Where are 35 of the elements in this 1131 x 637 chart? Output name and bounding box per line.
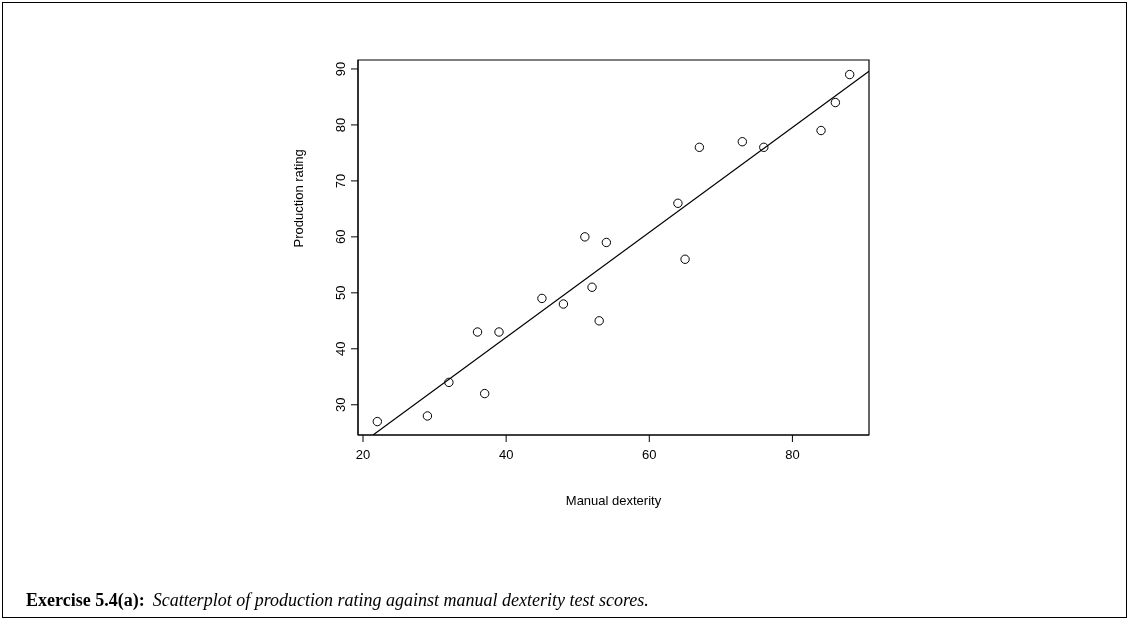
y-tick-label: 60 bbox=[333, 229, 348, 245]
point bbox=[759, 142, 769, 153]
x-tick-label: 40 bbox=[498, 447, 514, 463]
point bbox=[372, 416, 383, 427]
point bbox=[673, 198, 683, 208]
point bbox=[680, 254, 690, 264]
x-tick-label: 80 bbox=[785, 447, 800, 463]
y-axis-title: Production rating bbox=[290, 149, 306, 248]
y-tick-label: 80 bbox=[333, 117, 348, 133]
y-tick-label: 70 bbox=[333, 173, 348, 189]
y-tick-label: 90 bbox=[333, 61, 348, 77]
point bbox=[422, 411, 433, 421]
x-tick-label: 60 bbox=[642, 447, 657, 463]
y-tick-label: 30 bbox=[333, 397, 348, 413]
x-tick-label: 20 bbox=[355, 447, 371, 463]
point bbox=[494, 327, 504, 337]
point bbox=[601, 237, 612, 248]
point bbox=[816, 125, 826, 136]
y-tick-label: 40 bbox=[333, 341, 348, 357]
point bbox=[694, 142, 705, 153]
text: Scatterplot of production rating against manual dexterity test scores. bbox=[152, 590, 649, 610]
point bbox=[479, 388, 490, 399]
text: Exercise 5.4(a): bbox=[26, 590, 145, 610]
point bbox=[844, 69, 855, 80]
point bbox=[444, 377, 454, 388]
point bbox=[587, 282, 597, 292]
point bbox=[580, 232, 590, 242]
point bbox=[830, 97, 841, 108]
point bbox=[737, 137, 748, 147]
point bbox=[558, 299, 569, 309]
point bbox=[537, 293, 547, 304]
point bbox=[594, 316, 604, 326]
y-tick-label: 50 bbox=[333, 285, 348, 301]
point bbox=[472, 327, 483, 337]
x-axis-title: Manual dexterity bbox=[565, 493, 662, 508]
